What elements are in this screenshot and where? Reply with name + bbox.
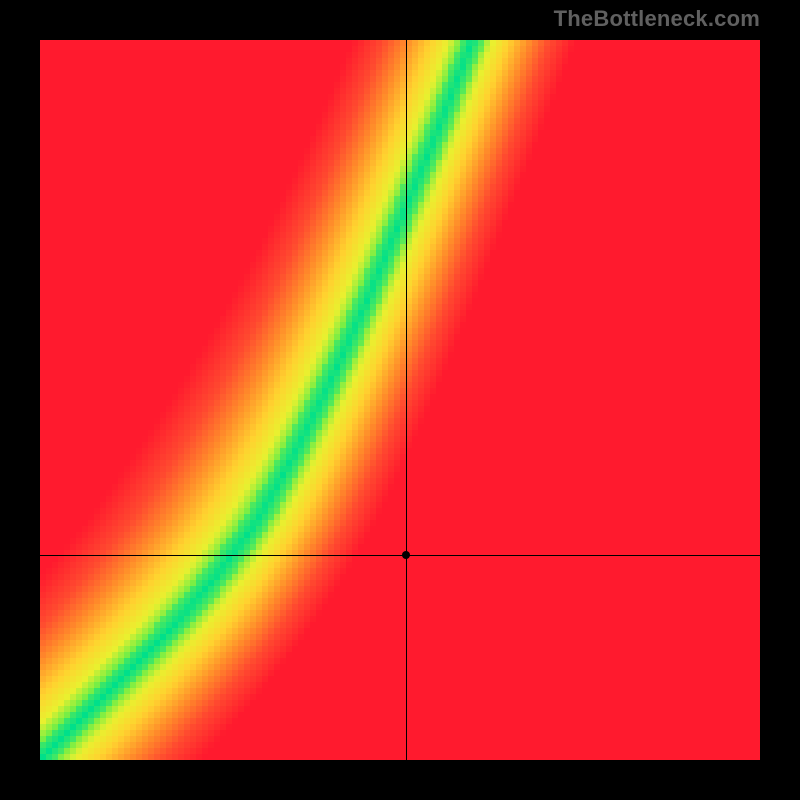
crosshair-vertical xyxy=(406,40,407,760)
crosshair-horizontal xyxy=(40,555,760,556)
watermark-text: TheBottleneck.com xyxy=(554,6,760,32)
chart-container: TheBottleneck.com xyxy=(0,0,800,800)
crosshair-marker xyxy=(402,551,410,559)
heatmap-canvas xyxy=(40,40,760,760)
heatmap-plot xyxy=(40,40,760,760)
